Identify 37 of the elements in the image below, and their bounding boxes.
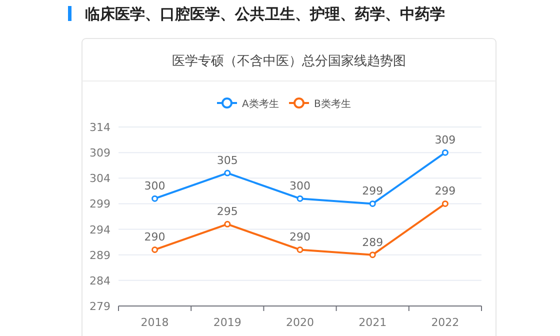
x-tick-label: 2021 [358, 316, 387, 329]
data-label: 290 [290, 230, 310, 244]
data-label: 299 [434, 184, 456, 198]
y-tick-label: 299 [90, 198, 110, 211]
point [296, 195, 304, 202]
data-label: 300 [290, 180, 310, 193]
point [369, 200, 376, 207]
point [224, 220, 231, 228]
point [369, 252, 376, 258]
chart-title: 临床医学、口腔医学、公共卫生、护理、药学、中药学 [85, 5, 445, 23]
y-tick-label: 284 [90, 274, 110, 288]
x-tick-label: 2019 [213, 316, 242, 329]
data-label: 299 [362, 184, 384, 198]
legend-label: A类考生 [242, 98, 279, 110]
data-label: 295 [216, 205, 238, 218]
chart-subtitle: 医学专硕（不含中医）总分国家线趋势图 [172, 53, 406, 69]
point [296, 246, 304, 253]
x-tick-label: 2022 [431, 316, 460, 329]
data-label: 289 [362, 236, 384, 249]
point [224, 170, 231, 176]
y-tick-label: 309 [90, 146, 110, 160]
y-tick-label: 289 [90, 248, 110, 262]
data-label: 290 [144, 230, 166, 244]
point [442, 200, 448, 207]
data-label: 305 [216, 154, 238, 168]
legend-label: B类考生 [314, 98, 351, 110]
y-tick-label: 304 [90, 172, 110, 186]
point [152, 246, 158, 253]
y-tick-label: 314 [90, 121, 110, 134]
data-label: 309 [434, 134, 456, 147]
x-tick-label: 2018 [140, 316, 169, 329]
y-tick-label: 279 [90, 300, 110, 313]
point [152, 195, 158, 202]
x-tick-label: 2020 [286, 316, 314, 329]
data-label: 300 [144, 180, 166, 193]
y-tick-label: 294 [90, 223, 110, 236]
point [442, 149, 448, 156]
